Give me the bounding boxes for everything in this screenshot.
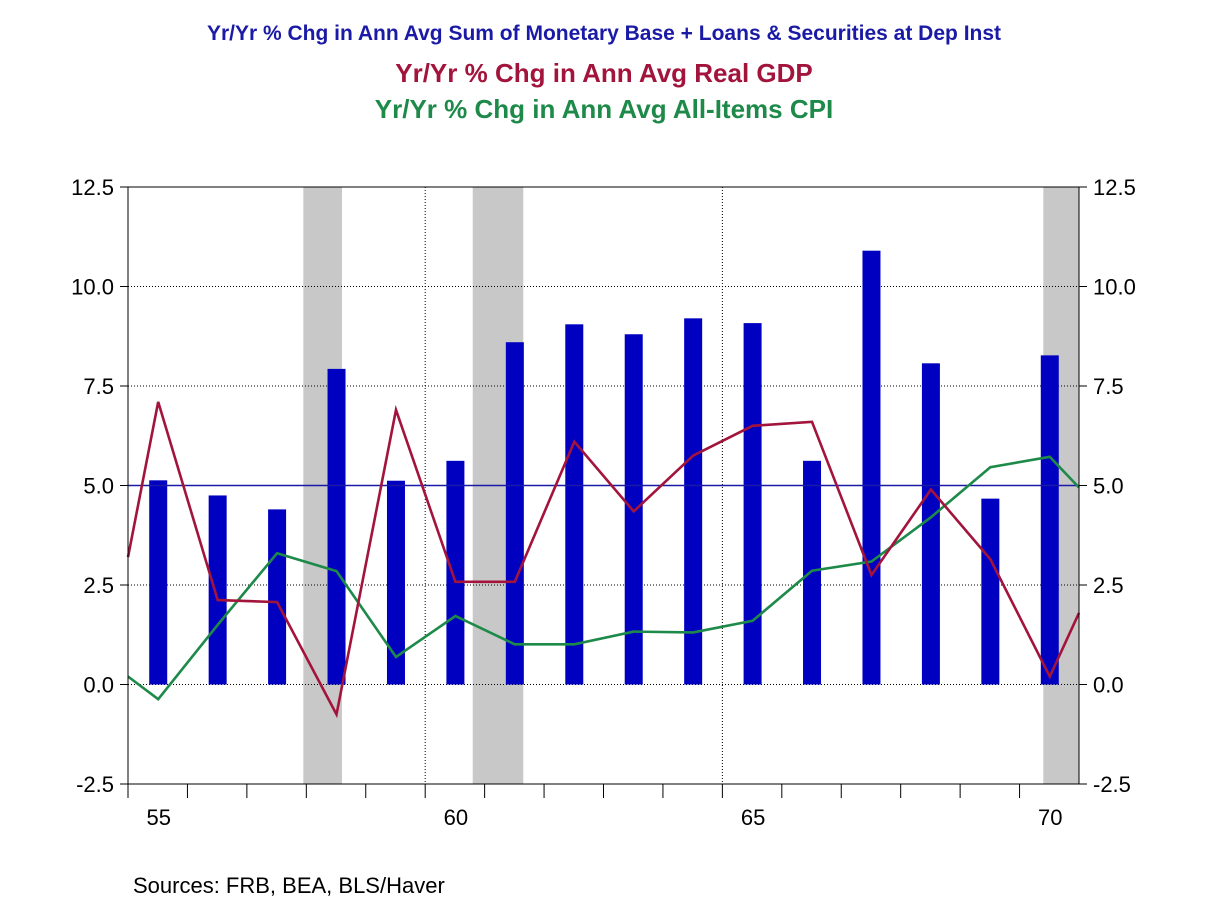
bar-1961 bbox=[505, 342, 524, 685]
bar-1958 bbox=[327, 368, 346, 685]
x-tick-label-3: 70 bbox=[1038, 805, 1062, 830]
y-tick-label-left-6: 12.5 bbox=[71, 175, 114, 200]
y-tick-label-right-2: 2.5 bbox=[1093, 573, 1124, 598]
chart-title-cpi: Yr/Yr % Chg in Ann Avg All-Items CPI bbox=[374, 94, 834, 124]
y-tick-label-right-3: 5.0 bbox=[1093, 474, 1124, 499]
bar-1960 bbox=[446, 460, 465, 685]
y-tick-label-right-0: -2.5 bbox=[1093, 772, 1131, 797]
series-line-cpi bbox=[127, 455, 1080, 701]
bar-1957 bbox=[268, 509, 287, 685]
y-tick-label-left-2: 2.5 bbox=[83, 573, 114, 598]
bar-1968 bbox=[921, 363, 940, 685]
y-tick-label-right-1: 0.0 bbox=[1093, 673, 1124, 698]
chart-title-money: Yr/Yr % Chg in Ann Avg Sum of Monetary B… bbox=[206, 22, 1002, 45]
y-tick-label-right-5: 10.0 bbox=[1093, 275, 1136, 300]
bar-1955 bbox=[149, 480, 168, 685]
source-note: Sources: FRB, BEA, BLS/Haver bbox=[133, 873, 445, 898]
chart-title-gdp: Yr/Yr % Chg in Ann Avg Real GDP bbox=[395, 58, 813, 88]
series-line-real-gdp bbox=[126, 401, 1081, 719]
y-tick-label-left-3: 5.0 bbox=[83, 474, 114, 499]
x-tick-label-0: 55 bbox=[146, 805, 170, 830]
bar-1956 bbox=[208, 495, 227, 685]
bar-1959 bbox=[386, 480, 405, 685]
y-tick-label-left-0: -2.5 bbox=[76, 772, 114, 797]
bar-1963 bbox=[624, 334, 643, 685]
y-tick-label-right-6: 12.5 bbox=[1093, 175, 1136, 200]
bar-1967 bbox=[862, 250, 881, 685]
bar-1962 bbox=[565, 324, 584, 685]
bar-1970 bbox=[1040, 355, 1059, 685]
y-tick-label-left-1: 0.0 bbox=[83, 673, 114, 698]
y-tick-label-left-4: 7.5 bbox=[83, 374, 114, 399]
x-tick-label-2: 65 bbox=[741, 805, 765, 830]
bar-1964 bbox=[684, 318, 703, 685]
x-tick-label-1: 60 bbox=[444, 805, 468, 830]
bar-1966 bbox=[803, 460, 822, 685]
y-tick-label-right-4: 7.5 bbox=[1093, 374, 1124, 399]
bar-1965 bbox=[743, 323, 762, 685]
bar-1969 bbox=[981, 498, 1000, 685]
y-tick-label-left-5: 10.0 bbox=[71, 275, 114, 300]
